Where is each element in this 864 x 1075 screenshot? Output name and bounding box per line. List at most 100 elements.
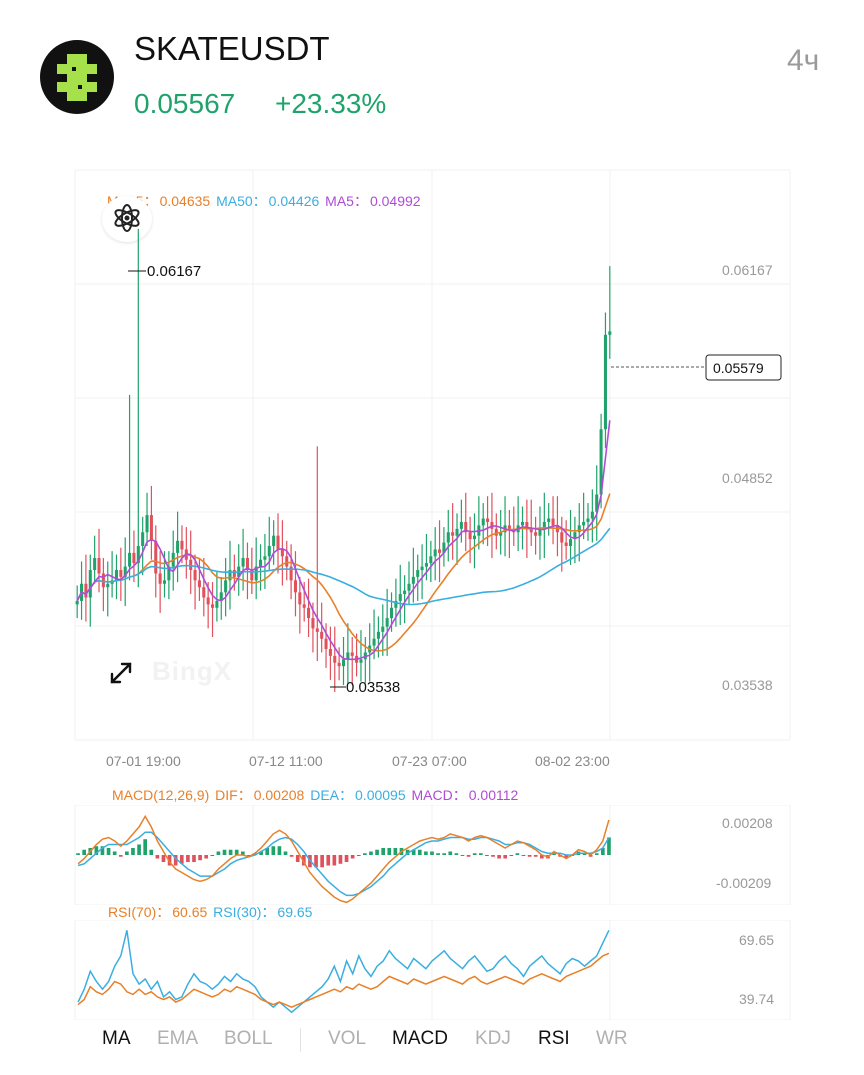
macd-histogram-bar [411,849,416,855]
macd-histogram-bar [515,853,520,855]
candle-body [75,600,79,605]
rsi70-line [77,952,610,1009]
tab-kdj[interactable]: KDJ [475,1028,511,1049]
macd-histogram-bar [375,849,379,855]
tab-vol[interactable]: VOL [328,1028,367,1049]
ma5-line [76,420,611,661]
candle-body [486,518,490,522]
macd-histogram-bar [173,855,178,866]
candle-body [219,592,223,601]
candle-body [560,532,564,543]
candle-body [416,570,420,577]
candle-body [132,552,136,564]
macd-histogram-bar [533,855,538,857]
macd-histogram-bar [601,847,605,855]
macd-histogram [76,837,611,868]
macd-histogram-bar [198,855,202,861]
macd-histogram-bar [594,853,599,855]
tab-rsi[interactable]: RSI [538,1028,570,1049]
low-label: 0.03538 [346,679,400,696]
candle-body [145,515,149,533]
macd-histogram-bar [131,847,135,855]
candle-body [307,607,311,619]
ma50-label: MA50： [216,193,267,209]
macd-value: 0.00112 [468,787,519,803]
candle-body [442,542,446,553]
atom-icon[interactable] [102,196,152,242]
candle-body [232,570,236,577]
candle-body [180,540,184,550]
candle-body [381,626,385,632]
macd-histogram-bar [247,855,251,856]
candle-body [311,618,315,629]
candle-body [93,558,97,571]
macd-name: MACD(12,26,9) [112,787,210,803]
y-tick-label: 0.06167 [722,262,773,278]
macd-histogram-bar [216,851,221,855]
candlestick-chart[interactable]: 0.06167 0.03538 0.05579 0.06167 0.04852 … [0,0,864,780]
macd-histogram-bar [100,846,105,855]
rsi-chart[interactable]: 69.65 39.74 [0,920,864,1020]
tab-macd[interactable]: MACD [392,1028,448,1049]
candle-body [468,532,472,540]
candle-body [446,532,450,543]
candle-body [359,659,363,663]
x-tick-label: 07-12 11:00 [249,753,323,769]
interval-selector[interactable]: 4ч [787,44,820,77]
candle-body [573,532,577,540]
tab-wr[interactable]: WR [596,1028,628,1049]
macd-histogram-bar [167,855,172,866]
expand-icon[interactable] [104,656,138,690]
macd-histogram-bar [295,855,300,863]
macd-histogram-bar [118,855,123,857]
candle-body [608,331,612,335]
macd-histogram-bar [228,849,233,855]
tab-ema[interactable]: EMA [157,1028,199,1049]
macd-histogram-bar [143,839,148,855]
tab-ma[interactable]: MA [102,1028,131,1049]
candle-body [547,518,551,522]
candle-body [603,334,607,430]
last-price: 0.05567 [134,88,236,119]
candle-body [106,583,110,588]
candle-body [420,566,424,571]
tab-boll[interactable]: BOLL [224,1028,273,1049]
macd-histogram-bar [137,844,141,855]
x-tick-label: 07-23 07:00 [392,753,467,769]
rsi-lines [77,929,610,1014]
current-price-label: 0.05579 [713,360,764,376]
macd-histogram-bar [424,851,428,855]
macd-histogram-bar [344,855,349,863]
candle-body [328,649,332,656]
macd-histogram-bar [503,855,508,859]
candle-body [551,518,555,526]
rsi30-value: 69.65 [277,904,313,920]
candle-body [197,580,201,588]
macd-histogram-bar [179,855,184,864]
candle-body [136,545,140,564]
candle-body [564,542,568,546]
candle-body [193,570,197,581]
y-tick-label: 0.04852 [722,470,773,486]
candle-body [438,549,442,553]
rsi-y-tick: 69.65 [739,932,774,948]
macd-histogram-bar [192,855,196,863]
rsi-grid [74,920,791,1020]
macd-legend: MACD(12,26,9) DIF： 0.00208 DEA： 0.00095 MA… [112,785,520,805]
x-tick-label: 08-02 23:00 [535,753,610,769]
candle-body [520,521,525,526]
candle-body [315,628,319,632]
candle-body [259,559,263,567]
candle-body [215,600,219,608]
candle-body [464,521,468,533]
macd-histogram-bar [472,853,477,855]
candle-body [451,532,455,536]
candle-body [250,570,254,581]
candle-body [472,535,477,540]
symbol-title: SKATEUSDT [134,30,330,67]
x-tick-label: 07-01 19:00 [106,753,181,769]
candle-body [529,528,533,533]
macd-chart[interactable]: 0.00208 -0.00209 [0,805,864,905]
candle-body [97,558,101,574]
candle-body [376,631,380,639]
